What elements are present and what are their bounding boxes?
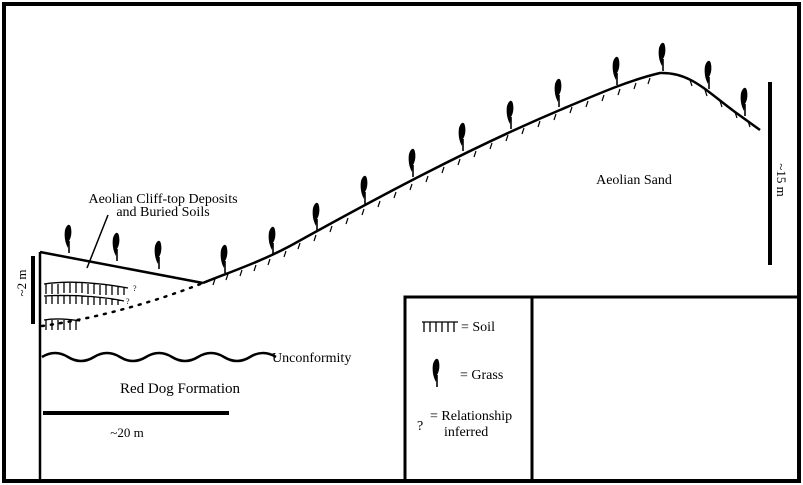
legend-grass-label: = Grass [460, 368, 503, 383]
legend-soil-label: = Soil [461, 320, 495, 335]
legend-soil-symbol [422, 321, 458, 332]
cliff-top-label-line1: Aeolian Cliff-top Deposits [88, 192, 237, 207]
question-mark-upper: ? [133, 284, 137, 293]
legend-relationship-line1: = Relationship [430, 409, 512, 424]
buried-soil-base [43, 318, 81, 330]
scale-15m-label: ~15 m [774, 163, 789, 196]
red-dog-formation-label: Red Dog Formation [120, 381, 240, 397]
dune-surface [202, 71, 761, 285]
scale-20m-label: ~20 m [110, 425, 143, 440]
buried-soil-lower [43, 294, 125, 305]
soil-ticks-dune [212, 77, 751, 286]
buried-soil-upper [43, 281, 129, 295]
cliff-top-label-line2: and Buried Soils [116, 205, 209, 220]
legend-empty-box [530, 295, 801, 483]
question-mark-lower: ? [126, 297, 130, 306]
aeolian-sand-label: Aeolian Sand [596, 173, 672, 188]
inferred-contact-dotted [40, 281, 205, 328]
legend-question-symbol: ? [417, 419, 423, 434]
legend-grass-symbol [431, 357, 441, 388]
scale-2m-label: ~2 m [14, 270, 29, 297]
cliff-top-leader-line [86, 214, 109, 269]
cliff-top-surface [39, 250, 204, 285]
legend-relationship-line2: inferred [444, 425, 488, 440]
unconformity-line [41, 351, 277, 363]
unconformity-label: Unconformity [272, 351, 351, 366]
